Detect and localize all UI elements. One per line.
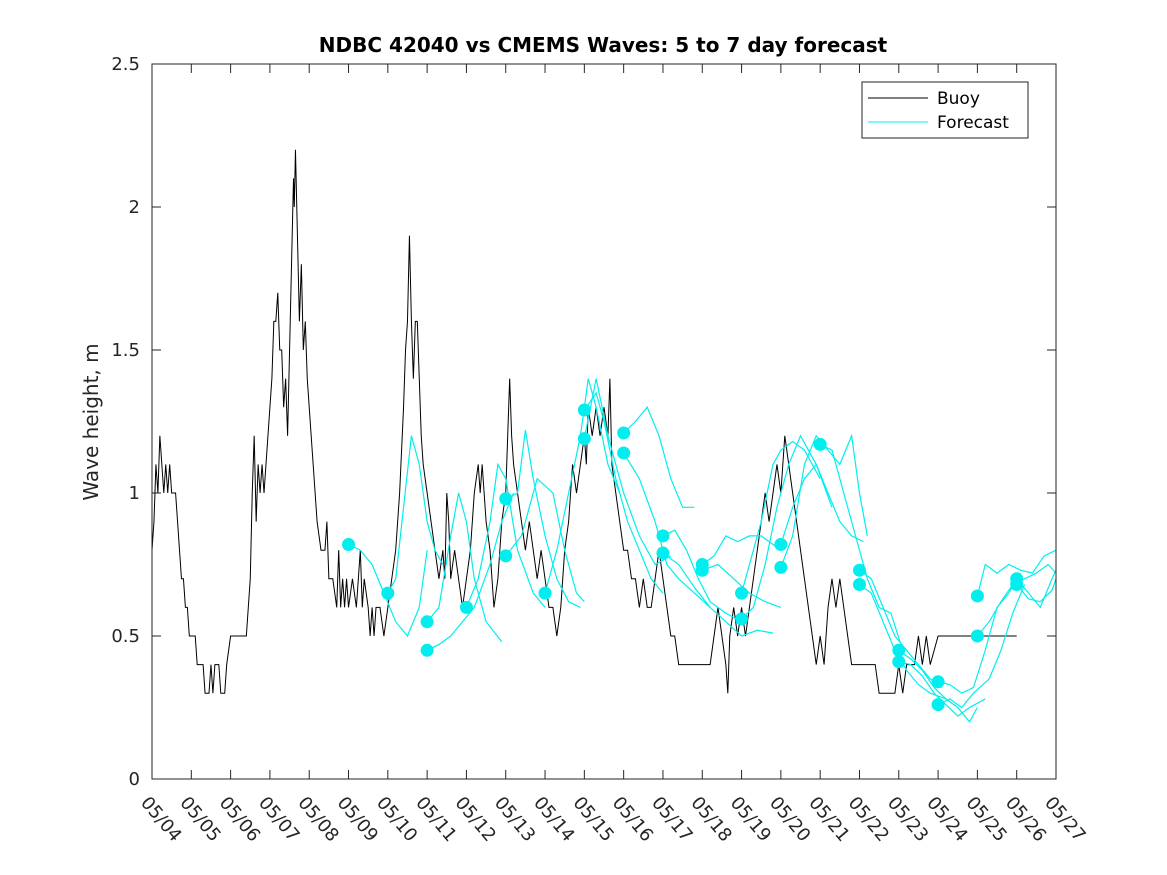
- forecast-run-line-23: [898, 649, 978, 723]
- legend-forecast-label: Forecast: [937, 113, 1009, 133]
- forecast-run-line-27: [976, 549, 1056, 597]
- forecast-start-point-25: [931, 675, 945, 689]
- forecast-run-line-0: [348, 543, 428, 638]
- forecast-run-line-18: [780, 463, 864, 545]
- forecast-start-point-1: [381, 586, 395, 600]
- forecast-markers: [342, 403, 1024, 712]
- forecast-run-line-1: [387, 435, 444, 594]
- forecast-run-line-17: [741, 434, 833, 620]
- y-tick-label-5: 2.5: [111, 54, 140, 75]
- forecast-start-point-4: [459, 600, 473, 614]
- forecast-start-point-22: [852, 578, 866, 592]
- legend: Buoy Forecast: [861, 81, 1029, 139]
- forecast-run-line-11: [623, 452, 711, 608]
- forecast-start-point-6: [499, 549, 513, 563]
- forecast-start-point-3: [420, 643, 434, 657]
- forecast-start-point-2: [420, 615, 434, 629]
- forecast-start-point-28: [970, 629, 984, 643]
- forecast-run-line-15: [702, 563, 782, 608]
- forecast-start-point-26: [931, 698, 945, 712]
- y-tick-label-1: 0.5: [111, 626, 140, 647]
- forecast-run-line-8: [583, 391, 664, 594]
- forecast-run-line-14: [701, 535, 782, 565]
- forecast-start-point-21: [852, 563, 866, 577]
- forecast-start-point-13: [656, 546, 670, 560]
- forecast-start-point-8: [577, 403, 591, 417]
- forecast-run-line-16: [740, 440, 821, 594]
- forecast-run-line-20: [819, 443, 904, 651]
- forecast-run-line-6: [505, 477, 585, 603]
- y-tick-label-2: 1: [129, 483, 140, 504]
- forecast-run-line-2: [426, 492, 503, 643]
- forecast-start-point-18: [774, 537, 788, 551]
- y-tick-label-3: 1.5: [111, 340, 140, 361]
- chart-title: NDBC 42040 vs CMEMS Waves: 5 to 7 day fo…: [319, 33, 888, 57]
- forecast-run-line-10: [623, 406, 695, 508]
- forecast-run-line-26: [937, 584, 1026, 709]
- forecast-run-line-13: [662, 552, 774, 637]
- forecast-start-point-30: [1010, 578, 1024, 592]
- forecast-start-point-0: [342, 537, 356, 551]
- forecast-run-line-29: [1016, 569, 1056, 609]
- forecast-run-line-4: [465, 462, 546, 608]
- forecast-start-point-9: [577, 432, 591, 446]
- forecast-start-point-5: [499, 492, 513, 506]
- legend-box: [861, 81, 1029, 139]
- forecast-start-point-23: [892, 643, 906, 657]
- forecast-run-line-3: [426, 492, 515, 651]
- forecast-start-point-20: [813, 437, 827, 451]
- forecast-run-line-25: [937, 572, 1022, 694]
- series-layer: [152, 149, 1056, 723]
- forecast-start-point-15: [695, 563, 709, 577]
- axes-box: [151, 63, 1057, 780]
- y-tick-label-4: 2: [129, 197, 140, 218]
- forecast-run-line-21: [859, 569, 943, 688]
- forecast-start-point-16: [735, 586, 749, 600]
- forecast-start-point-7: [538, 586, 552, 600]
- forecast-run-line-12: [662, 529, 742, 623]
- y-axis-label: Wave height, m: [79, 343, 103, 500]
- forecast-start-point-11: [617, 446, 631, 460]
- forecast-start-point-12: [656, 529, 670, 543]
- forecast-start-point-24: [892, 655, 906, 669]
- forecast-run-line-5: [505, 429, 581, 608]
- forecast-start-point-27: [970, 589, 984, 603]
- y-tick-label-0: 0: [129, 769, 140, 790]
- forecast-start-point-19: [774, 560, 788, 574]
- forecast-start-point-10: [617, 426, 631, 440]
- y-axis-ticks: 0 0.5 1 1.5 2 2.5: [111, 54, 1056, 790]
- legend-buoy-label: Buoy: [937, 89, 980, 109]
- buoy-series-line: [152, 149, 1017, 694]
- forecast-run-line-9: [583, 378, 672, 566]
- forecast-start-point-17: [735, 612, 749, 626]
- forecast-run-line-19: [780, 433, 868, 568]
- forecast-run-line-30: [1016, 578, 1056, 603]
